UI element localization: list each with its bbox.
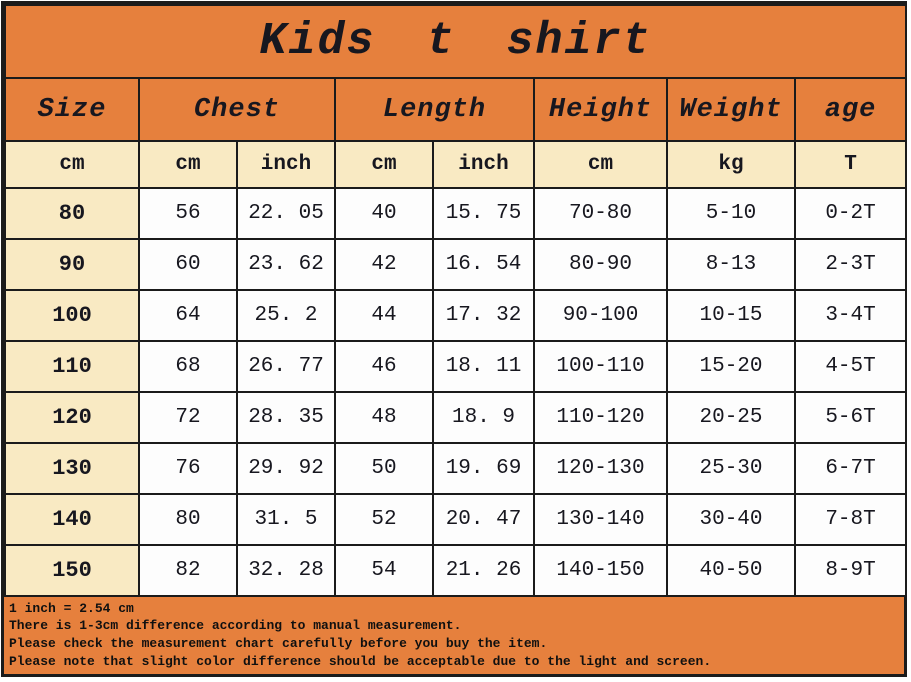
header-age: age <box>793 77 908 142</box>
table-cell: 40 <box>334 187 434 240</box>
table-cell: 140-150 <box>533 544 668 597</box>
table-cell: 10-15 <box>666 289 796 342</box>
table-cell: 18. 9 <box>432 391 535 444</box>
table-cell: 80-90 <box>533 238 668 291</box>
table-cell: 50 <box>334 442 434 495</box>
table-cell: 20-25 <box>666 391 796 444</box>
table-cell: 64 <box>138 289 238 342</box>
unit-cell: cm <box>533 140 668 189</box>
table-cell: 90-100 <box>533 289 668 342</box>
table-cell: 8-9T <box>793 544 908 597</box>
table-cell: 100-110 <box>533 340 668 393</box>
table-cell: 3-4T <box>793 289 908 342</box>
unit-cell: inch <box>236 140 336 189</box>
table-cell: 130-140 <box>533 493 668 546</box>
unit-cell: cm <box>334 140 434 189</box>
table-cell: 54 <box>334 544 434 597</box>
notes-section: 1 inch = 2.54 cm There is 1-3cm differen… <box>4 597 904 674</box>
table-cell: 5-6T <box>793 391 908 444</box>
size-cell: 90 <box>4 238 140 291</box>
table-row: 100 64 25. 2 44 17. 32 90-100 10-15 3-4T <box>4 289 908 342</box>
table-cell: 17. 32 <box>432 289 535 342</box>
unit-cell: inch <box>432 140 535 189</box>
table-row: 140 80 31. 5 52 20. 47 130-140 30-40 7-8T <box>4 493 908 546</box>
table-cell: 15. 75 <box>432 187 535 240</box>
note-line: 1 inch = 2.54 cm <box>9 601 134 616</box>
size-cell: 130 <box>4 442 140 495</box>
note-line: Please note that slight color difference… <box>9 654 712 669</box>
size-table-body: 80 56 22. 05 40 15. 75 70-80 5-10 0-2T 90 60 23. 6… <box>4 187 908 597</box>
unit-cell: cm <box>4 140 140 189</box>
table-cell: 29. 92 <box>236 442 336 495</box>
table-cell: 25. 2 <box>236 289 336 342</box>
size-cell: 110 <box>4 340 140 393</box>
table-cell: 0-2T <box>793 187 908 240</box>
table-cell: 19. 69 <box>432 442 535 495</box>
table-cell: 20. 47 <box>432 493 535 546</box>
note-line: Please check the measurement chart caref… <box>9 636 548 651</box>
header-chest: Chest <box>138 77 336 142</box>
size-cell: 140 <box>4 493 140 546</box>
table-cell: 42 <box>334 238 434 291</box>
table-cell: 6-7T <box>793 442 908 495</box>
table-cell: 4-5T <box>793 340 908 393</box>
table-row: 90 60 23. 62 42 16. 54 80-90 8-13 2-3T <box>4 238 908 291</box>
table-cell: 15-20 <box>666 340 796 393</box>
size-cell: 150 <box>4 544 140 597</box>
table-cell: 30-40 <box>666 493 796 546</box>
header-size: Size <box>4 77 140 142</box>
table-cell: 26. 77 <box>236 340 336 393</box>
table-cell: 76 <box>138 442 238 495</box>
header-group-row: Size Chest Length Height Weight age <box>4 77 908 142</box>
title-row: Kids t shirt <box>3 4 908 79</box>
unit-row: cm cm inch cm inch cm kg T <box>4 140 908 189</box>
table-row: 110 68 26. 77 46 18. 11 100-110 15-20 4-5T <box>4 340 908 393</box>
size-table: Kids t shirt Size Chest Length Height We… <box>3 4 908 597</box>
note-line: There is 1-3cm difference according to m… <box>9 618 462 633</box>
unit-cell: cm <box>138 140 238 189</box>
table-cell: 52 <box>334 493 434 546</box>
table-cell: 23. 62 <box>236 238 336 291</box>
table-cell: 21. 26 <box>432 544 535 597</box>
table-row: 80 56 22. 05 40 15. 75 70-80 5-10 0-2T <box>4 187 908 240</box>
table-cell: 7-8T <box>793 493 908 546</box>
table-cell: 18. 11 <box>432 340 535 393</box>
table-cell: 8-13 <box>666 238 796 291</box>
table-cell: 72 <box>138 391 238 444</box>
table-cell: 44 <box>334 289 434 342</box>
table-row: 120 72 28. 35 48 18. 9 110-120 20-25 5-6T <box>4 391 908 444</box>
unit-cell: kg <box>666 140 796 189</box>
table-cell: 5-10 <box>666 187 796 240</box>
page-title: Kids t shirt <box>3 4 908 79</box>
header-height: Height <box>533 77 668 142</box>
unit-cell: T <box>793 140 908 189</box>
size-cell: 120 <box>4 391 140 444</box>
table-cell: 80 <box>138 493 238 546</box>
table-cell: 68 <box>138 340 238 393</box>
size-cell: 80 <box>4 187 140 240</box>
header-length: Length <box>334 77 535 142</box>
table-cell: 60 <box>138 238 238 291</box>
table-row: 150 82 32. 28 54 21. 26 140-150 40-50 8-9T <box>4 544 908 597</box>
table-cell: 56 <box>138 187 238 240</box>
table-cell: 70-80 <box>533 187 668 240</box>
table-cell: 28. 35 <box>236 391 336 444</box>
table-cell: 32. 28 <box>236 544 336 597</box>
table-cell: 110-120 <box>533 391 668 444</box>
size-cell: 100 <box>4 289 140 342</box>
table-cell: 16. 54 <box>432 238 535 291</box>
table-cell: 2-3T <box>793 238 908 291</box>
table-cell: 48 <box>334 391 434 444</box>
table-row: 130 76 29. 92 50 19. 69 120-130 25-30 6-7T <box>4 442 908 495</box>
table-cell: 46 <box>334 340 434 393</box>
table-cell: 25-30 <box>666 442 796 495</box>
table-cell: 40-50 <box>666 544 796 597</box>
header-weight: Weight <box>666 77 796 142</box>
table-cell: 82 <box>138 544 238 597</box>
table-cell: 22. 05 <box>236 187 336 240</box>
table-cell: 120-130 <box>533 442 668 495</box>
table-cell: 31. 5 <box>236 493 336 546</box>
